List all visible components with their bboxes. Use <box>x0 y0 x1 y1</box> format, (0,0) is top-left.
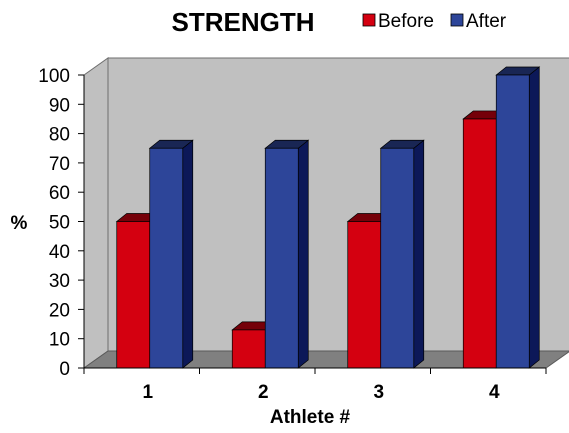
x-category-label: 1 <box>142 382 153 403</box>
y-tick-label: 80 <box>49 125 70 146</box>
bar-front-face <box>231 329 266 369</box>
y-tick-label: 10 <box>49 330 70 351</box>
bar-front-face <box>462 118 497 369</box>
legend-swatch-after <box>450 13 464 27</box>
legend-label-after: After <box>466 11 507 32</box>
x-category-label: 3 <box>373 382 384 403</box>
x-axis-categories: 1 2 3 4 <box>83 75 547 403</box>
bar-front-face <box>380 147 415 369</box>
legend-label-before: Before <box>378 11 434 32</box>
bars-group <box>115 66 541 369</box>
bar-side-face <box>413 139 425 369</box>
chart-title: STRENGTH <box>172 7 315 37</box>
bar-after-athlete-2 <box>264 139 310 369</box>
y-tick-label: 70 <box>49 154 70 175</box>
bar-after-athlete-1 <box>148 139 194 369</box>
left-wall <box>83 57 109 369</box>
bar-after-athlete-4 <box>495 66 541 369</box>
bar-front-face <box>347 221 382 369</box>
back-wall <box>107 57 569 352</box>
y-tick-label: 0 <box>59 359 70 380</box>
y-tick-label: 60 <box>49 183 70 204</box>
bar-front-face <box>149 147 184 369</box>
y-tick-label: 90 <box>49 95 70 116</box>
y-tick-label: 40 <box>49 242 70 263</box>
bar-side-face <box>297 139 309 369</box>
y-tick-label: 20 <box>49 300 70 321</box>
bar-side-face <box>528 66 540 369</box>
x-category-label: 2 <box>258 382 269 403</box>
bar-front-face <box>495 74 530 369</box>
legend-swatch-before <box>362 13 376 27</box>
bar-after-athlete-3 <box>379 139 425 369</box>
legend: Before After <box>362 11 507 32</box>
y-axis-label: % <box>11 213 28 234</box>
bar-front-face <box>116 221 151 369</box>
x-category-label: 4 <box>489 382 500 403</box>
y-tick-label: 50 <box>49 213 70 234</box>
bar-front-face <box>264 147 299 369</box>
bar-side-face <box>182 139 194 369</box>
x-axis-label: Athlete # <box>270 407 351 428</box>
y-tick-label: 30 <box>49 271 70 292</box>
y-axis-ticks: 0 10 20 30 40 50 60 70 80 90 100 <box>38 66 84 380</box>
y-tick-label: 100 <box>38 66 70 87</box>
